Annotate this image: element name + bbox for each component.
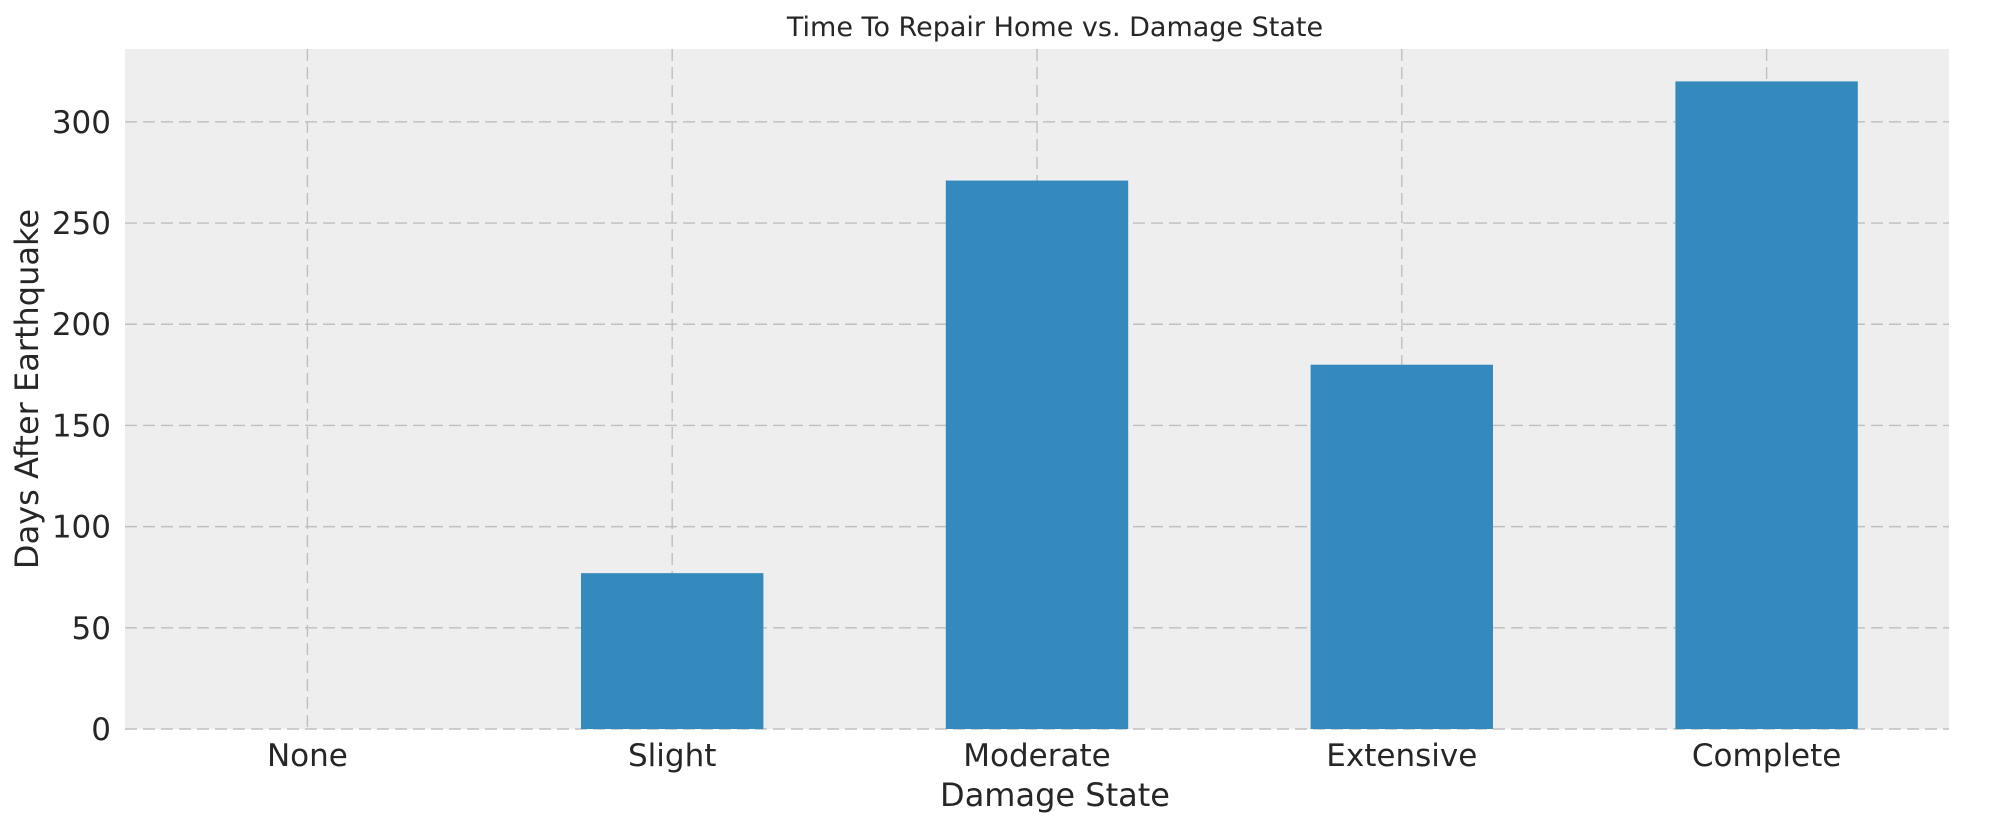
bar-complete [1675,81,1858,729]
y-axis-ticks: 0 50 100 150 200 250 300 [52,105,111,748]
x-axis-ticks: None Slight Moderate Extensive Complete [267,738,1841,774]
x-tick-label-none: None [267,738,348,774]
x-tick-label-moderate: Moderate [963,738,1110,774]
bar-moderate [945,180,1129,730]
x-tick-label-extensive: Extensive [1326,738,1477,774]
bar-extensive [1310,364,1493,729]
y-tick-label: 0 [91,712,111,748]
x-tick-label-slight: Slight [628,738,716,774]
y-tick-label: 200 [52,307,111,343]
chart-title: Time To Repair Home vs. Damage State [786,12,1323,43]
bar-slight [581,573,764,729]
y-tick-label: 50 [72,611,111,647]
y-tick-label: 250 [52,206,111,242]
y-tick-label: 300 [52,105,111,141]
bars [581,81,1858,730]
y-tick-label: 100 [52,510,111,546]
y-tick-label: 150 [52,408,111,444]
x-tick-label-complete: Complete [1692,738,1841,774]
y-axis-label: Days After Earthquake [8,209,46,569]
x-axis-label: Damage State [940,776,1170,814]
